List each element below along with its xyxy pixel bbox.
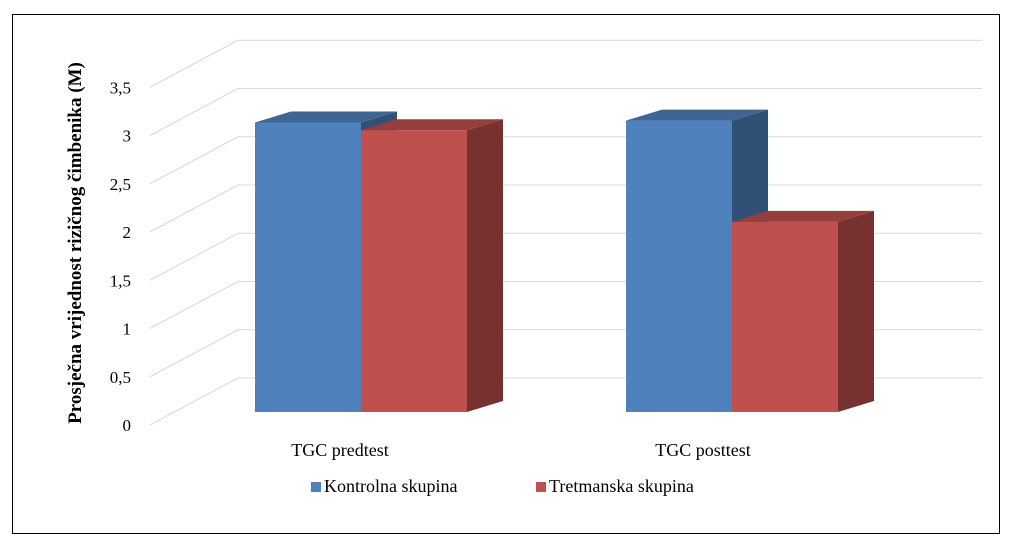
y-tick-label: 0	[123, 416, 132, 435]
x-category-label: TGC posttest	[655, 440, 751, 460]
legend-label: Tretmanska skupina	[549, 476, 694, 496]
bar-front	[626, 120, 732, 412]
bar-top	[255, 111, 397, 123]
y-tick-label: 2,5	[110, 175, 131, 194]
bar-side	[467, 119, 503, 412]
x-category-label: TGC predtest	[291, 440, 388, 460]
bar-top	[626, 109, 768, 121]
bar-top	[732, 210, 874, 222]
y-axis-ticks: 0 0,5 1 1,5 2 2,5 3 3,5	[110, 78, 131, 435]
gridline-diagonal	[149, 232, 239, 281]
legend-swatch	[536, 482, 546, 492]
y-tick-label: 1	[123, 320, 132, 339]
bar-side	[838, 210, 874, 412]
gridline-diagonal	[149, 184, 239, 233]
gridline-diagonal	[149, 329, 239, 378]
gridline-diagonal	[149, 377, 239, 426]
y-tick-label: 3,5	[110, 78, 131, 97]
bar-front	[361, 130, 467, 412]
gridline-diagonal	[149, 88, 239, 136]
bar-front	[255, 122, 361, 412]
bar-top	[361, 119, 503, 131]
gridline-diagonal	[149, 281, 239, 329]
y-axis-label: Prosječna vrijednost rizičnog čimbenika …	[65, 62, 86, 424]
y-tick-label: 0,5	[110, 368, 131, 387]
x-axis-categories: TGC predtest TGC posttest	[291, 440, 751, 460]
bar-chart: 0 0,5 1 1,5 2 2,5 3 3,5 TGC predtest TGC posttes…	[65, 39, 982, 496]
bar-front	[732, 221, 838, 412]
gridline-diagonal	[149, 39, 239, 88]
legend: Kontrolna skupina Tretmanska skupina	[311, 476, 694, 496]
legend-swatch	[311, 482, 321, 492]
bars	[255, 109, 874, 412]
y-tick-label: 1,5	[110, 271, 131, 290]
gridline-diagonal	[149, 136, 239, 185]
y-tick-label: 2	[123, 223, 132, 242]
y-tick-label: 3	[123, 127, 132, 146]
bar	[732, 210, 874, 412]
legend-label: Kontrolna skupina	[324, 476, 457, 496]
bar	[361, 119, 503, 412]
